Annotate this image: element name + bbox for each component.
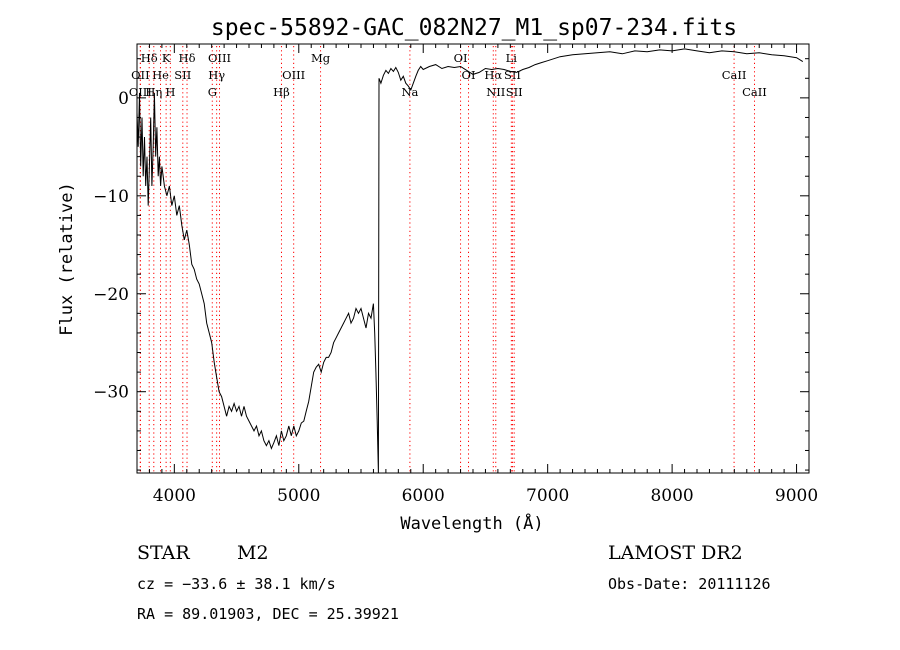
x-tick-label-1: 5000 (277, 486, 320, 506)
marker-label-13: Hα (484, 68, 502, 82)
marker-label-23: SII (506, 85, 523, 99)
y-axis: 0 −10 −20 −30 (93, 58, 809, 471)
marker-label-1: K (162, 51, 171, 65)
spectrum-series (136, 48, 804, 474)
marker-label-19: G (208, 85, 217, 99)
x-tick-label-5: 9000 (775, 486, 818, 506)
marker-label-2: Hδ (179, 51, 196, 65)
survey-name: LAMOST DR2 (608, 542, 743, 564)
marker-label-14: SII (504, 68, 521, 82)
marker-label-7: OII (131, 68, 150, 82)
marker-label-17: Hη (145, 85, 162, 99)
marker-label-6: Li (506, 51, 518, 65)
y-tick-label-2: −20 (93, 285, 129, 305)
observation-date: Obs-Date: 20111126 (608, 575, 771, 593)
marker-label-10: Hγ (208, 68, 225, 82)
redshift-info: cz = −33.6 ± 38.1 km/s (137, 575, 336, 593)
x-axis-label: Wavelength (Å) (400, 512, 543, 534)
marker-label-22: NII (486, 85, 505, 99)
spectrum-line-0 (136, 48, 804, 474)
marker-label-8: He (152, 68, 169, 82)
object-subclass: M2 (237, 542, 269, 564)
y-tick-label-3: −30 (93, 383, 129, 403)
x-tick-label-3: 7000 (526, 486, 569, 506)
marker-label-20: Hβ (273, 85, 290, 99)
marker-label-5: OI (454, 51, 468, 65)
y-tick-label-0: 0 (118, 89, 129, 109)
marker-label-0: Hδ (141, 51, 158, 65)
object-class: STAR (137, 542, 190, 564)
marker-label-16: OIII (129, 85, 152, 99)
x-tick-label-0: 4000 (153, 486, 196, 506)
x-axis: 4000 5000 6000 7000 8000 9000 (136, 44, 818, 506)
marker-label-9: SII (174, 68, 191, 82)
x-tick-label-4: 8000 (650, 486, 693, 506)
marker-label-11: OIII (282, 68, 305, 82)
marker-label-18: H (165, 85, 175, 99)
marker-label-4: Mg (311, 51, 331, 65)
y-axis-label: Flux (relative) (57, 182, 77, 336)
chart-title: spec-55892-GAC_082N27_M1_sp07-234.fits (211, 15, 737, 41)
marker-label-12: OI (462, 68, 476, 82)
coordinates-info: RA = 89.01903, DEC = 25.39921 (137, 605, 399, 623)
marker-label-24: CaII (742, 85, 767, 99)
marker-label-15: CaII (722, 68, 747, 82)
y-tick-label-1: −10 (93, 187, 129, 207)
x-tick-label-2: 6000 (402, 486, 445, 506)
marker-label-3: OIII (208, 51, 231, 65)
marker-label-21: Na (401, 85, 418, 99)
